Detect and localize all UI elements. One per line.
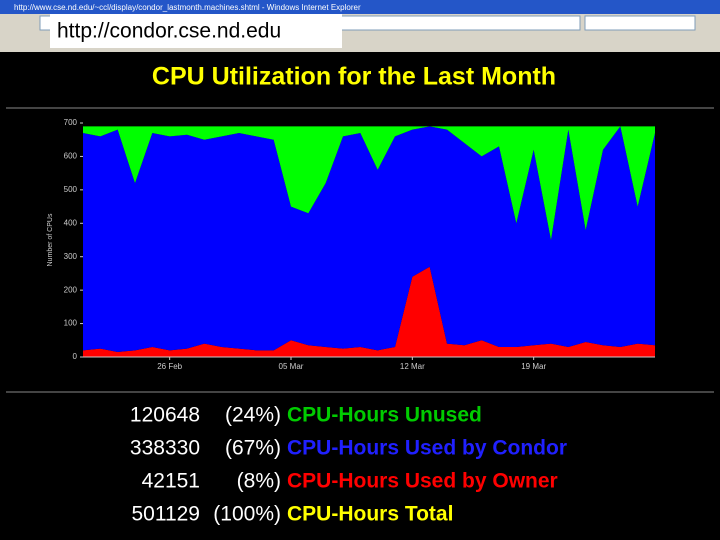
- area: [83, 126, 655, 240]
- callout-url: http://condor.cse.nd.edu: [57, 20, 281, 43]
- summary-label: CPU-Hours Used by Owner: [287, 470, 558, 493]
- summary-percent: (100%): [213, 503, 281, 526]
- summary-label: CPU-Hours Total: [287, 503, 453, 526]
- plot: 0 100 200 300 400 500 600 700 26 Feb 05 Mar 12 Mar…: [64, 118, 655, 371]
- area: [83, 126, 655, 352]
- x-tick-label: 19 Mar: [521, 362, 546, 371]
- summary-label: CPU-Hours Used by Condor: [287, 437, 567, 460]
- summary-number: 501129: [131, 503, 200, 526]
- x-tick-label: 26 Feb: [157, 362, 182, 371]
- x-tick-label: 12 Mar: [400, 362, 425, 371]
- y-tick-label: 500: [64, 185, 78, 194]
- y-tick-label: 400: [64, 218, 78, 227]
- y-tick-label: 700: [64, 118, 78, 127]
- y-tick-label: 600: [64, 152, 78, 161]
- summary-percent: (67%): [225, 437, 281, 460]
- summary-percent: (24%): [225, 404, 281, 427]
- summary: 120648 (24%) CPU-Hours Unused 338330 (67%) CP…: [130, 404, 567, 526]
- summary-number: 338330: [130, 437, 200, 460]
- area: [83, 266, 655, 357]
- summary-number: 120648: [130, 404, 200, 427]
- summary-number: 42151: [142, 470, 200, 493]
- url-callout: [50, 14, 342, 48]
- window-title: http://www.cse.nd.edu/~ccl/display/condo…: [14, 3, 361, 12]
- summary-label: CPU-Hours Unused: [287, 404, 482, 427]
- search-box[interactable]: [584, 15, 696, 31]
- x-tick-label: 05 Mar: [279, 362, 304, 371]
- y-tick-label: 100: [64, 319, 78, 328]
- page-title: CPU Utilization for the Last Month: [152, 63, 556, 91]
- summary-percent: (8%): [237, 470, 281, 493]
- y-tick-label: 0: [73, 352, 78, 361]
- y-tick-label: 300: [64, 252, 78, 261]
- y-tick-label: 200: [64, 285, 78, 294]
- title-bar: [0, 0, 720, 14]
- y-axis-label: Number of CPUs: [47, 213, 54, 266]
